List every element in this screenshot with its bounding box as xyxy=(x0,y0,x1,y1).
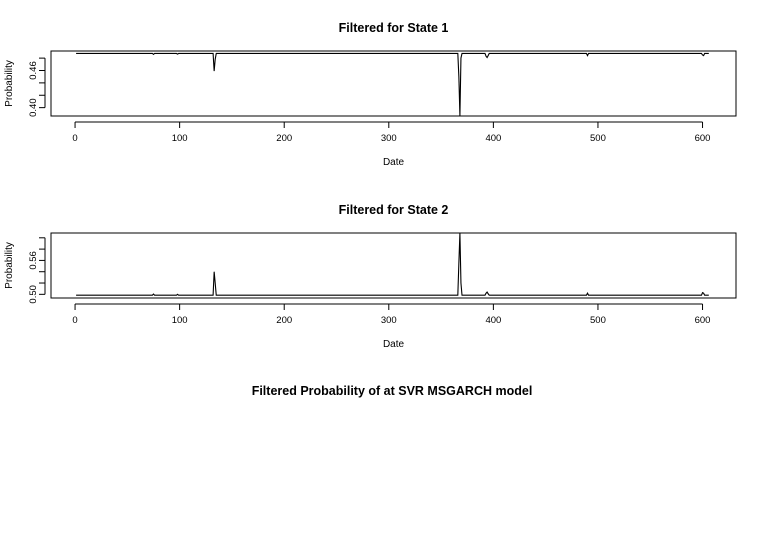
main-title: Filtered Probability of at SVR MSGARCH m… xyxy=(252,384,533,398)
x-tick-label: 200 xyxy=(276,133,292,144)
y-tick-label: 0.50 xyxy=(28,285,39,304)
x-tick-label: 0 xyxy=(72,133,77,144)
y-tick-label: 0.46 xyxy=(28,61,39,80)
panel-state-2: Filtered for State 2 0 100 200 300 400 500 600 D… xyxy=(4,203,737,350)
x-tick-label: 300 xyxy=(381,315,397,326)
panel-state-1: Filtered for State 1 0 100 200 300 400 500 600 D… xyxy=(4,21,737,168)
x-axis-label: Date xyxy=(383,157,405,168)
x-tick-label: 600 xyxy=(695,315,711,326)
chart-title: Filtered for State 2 xyxy=(339,203,449,217)
x-tick-label: 0 xyxy=(72,315,77,326)
chart-title: Filtered for State 1 xyxy=(339,21,449,35)
plot-frame xyxy=(50,50,737,117)
y-axis-label: Probability xyxy=(4,242,15,289)
x-axis-label: Date xyxy=(383,339,405,350)
x-tick-label: 400 xyxy=(485,133,501,144)
x-tick-label: 600 xyxy=(695,133,711,144)
x-tick-label: 100 xyxy=(172,133,188,144)
x-tick-label: 200 xyxy=(276,315,292,326)
x-tick-label: 400 xyxy=(485,315,501,326)
y-axis-label: Probability xyxy=(4,60,15,107)
x-tick-label: 500 xyxy=(590,315,606,326)
y-tick-label: 0.56 xyxy=(28,251,39,270)
x-tick-label: 300 xyxy=(381,133,397,144)
x-tick-label: 500 xyxy=(590,133,606,144)
plot-frame xyxy=(50,232,737,299)
x-tick-label: 100 xyxy=(172,315,188,326)
series-line xyxy=(76,233,709,296)
series-line xyxy=(76,52,709,116)
y-tick-label: 0.40 xyxy=(28,98,39,117)
